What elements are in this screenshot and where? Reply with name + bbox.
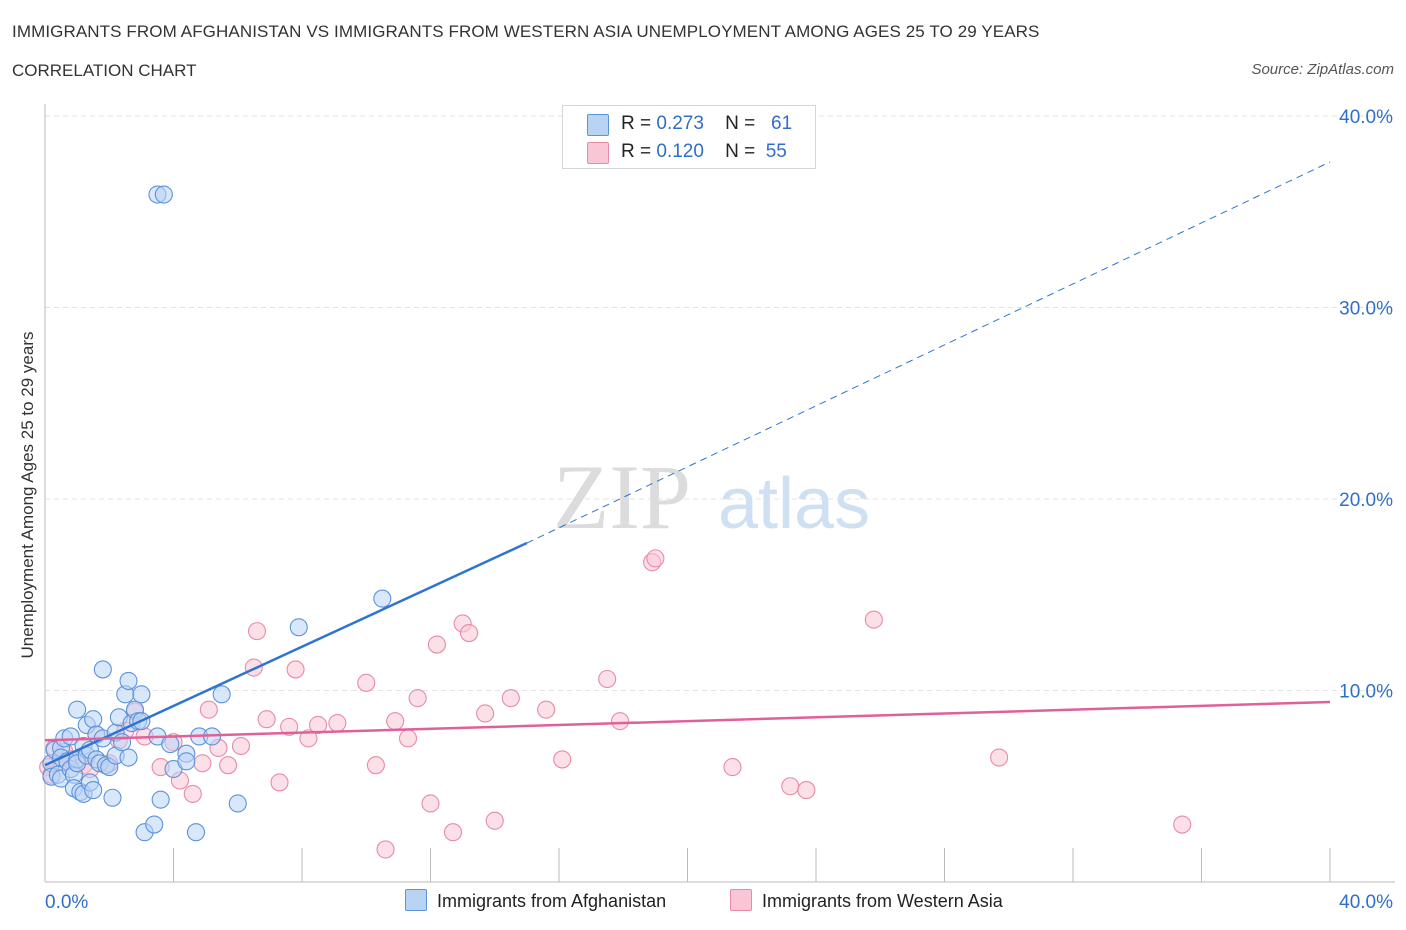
afghanistan-trend-line (44, 541, 528, 767)
western-asia-point (219, 756, 238, 775)
legend-swatch-afghanistan (587, 114, 609, 136)
legend-r-label: R = (621, 113, 652, 134)
western-asia-point (386, 712, 405, 731)
bottom-legend-western-asia: Immigrants from Western Asia (730, 889, 1003, 912)
legend-r-value-western-asia: 0.120 (656, 141, 704, 162)
y-tick-label: 10.0% (1339, 682, 1393, 703)
western-asia-trend-line (44, 700, 1331, 742)
legend-n-label: N = (725, 113, 756, 134)
legend-n-value-western-asia: 55 (765, 141, 787, 162)
x-tick-label-min: 0.0% (45, 892, 88, 913)
western-asia-point (421, 794, 440, 813)
western-asia-point (537, 700, 556, 719)
western-asia-point (781, 777, 800, 796)
western-asia-point (408, 689, 427, 708)
western-asia-point (723, 758, 742, 777)
bottom-legend-swatch-western-asia (730, 889, 752, 911)
correlation-legend: R = 0.273 N = 61 R = 0.120 N = 55 (562, 105, 816, 169)
legend-swatch-western-asia (587, 142, 609, 164)
watermark-atlas: atlas (718, 464, 870, 544)
afghanistan-point (154, 185, 173, 204)
western-asia-point (501, 689, 520, 708)
zipatlas-watermark: ZIP atlas (553, 446, 870, 548)
western-asia-point (270, 773, 289, 792)
afghanistan-point (212, 685, 231, 704)
bottom-legend-label-western-asia: Immigrants from Western Asia (762, 891, 1003, 911)
afghanistan-point (289, 618, 308, 637)
bottom-legend-label-afghanistan: Immigrants from Afghanistan (437, 891, 667, 911)
western-asia-point (193, 754, 212, 773)
bottom-legend-swatch-afghanistan (405, 889, 427, 911)
chart-subtitle: CORRELATION CHART (12, 61, 197, 80)
western-asia-point (309, 715, 328, 735)
western-asia-point (357, 673, 376, 692)
western-asia-point (199, 700, 218, 719)
afghanistan-point (113, 733, 132, 752)
afghanistan-point (103, 788, 122, 807)
afghanistan-point (84, 781, 103, 800)
y-tick-label: 40.0% (1339, 107, 1393, 128)
western-asia-point (299, 729, 318, 748)
western-asia-point (398, 729, 418, 748)
chart-title: IMMIGRANTS FROM AFGHANISTAN VS IMMIGRANT… (12, 22, 1040, 41)
western-asia-point (476, 704, 495, 723)
afghanistan-point (151, 790, 170, 809)
afghanistan-trend-extension (526, 161, 1331, 544)
western-asia-point (366, 756, 385, 775)
legend-n-value-afghanistan: 61 (771, 113, 793, 134)
grid-layer (45, 115, 1395, 691)
afghanistan-point (161, 735, 180, 754)
afghanistan-point (132, 685, 151, 704)
y-tick-label: 30.0% (1339, 299, 1393, 320)
western-asia-point (231, 736, 251, 756)
afghanistan-point (84, 710, 103, 729)
western-asia-point (485, 811, 504, 830)
afghanistan-point (68, 700, 87, 719)
western-asia-point (459, 623, 479, 643)
y-axis-label: Unemployment Among Ages 25 to 29 years (18, 331, 37, 659)
western-asia-point (427, 635, 446, 654)
afghanistan-point (228, 794, 247, 813)
western-asia-point (864, 610, 883, 629)
trend-lines (44, 161, 1331, 767)
afghanistan-points (42, 185, 392, 842)
afghanistan-point (177, 752, 196, 771)
western-asia-point (610, 712, 630, 731)
afghanistan-point (93, 660, 112, 679)
western-asia-point (376, 840, 395, 859)
y-tick-label: 20.0% (1339, 490, 1393, 511)
western-asia-point (443, 823, 463, 842)
watermark-zip: ZIP (553, 446, 691, 548)
western-asia-point (797, 781, 816, 800)
western-asia-point (553, 750, 572, 769)
tick-labels: 10.0% 20.0% 30.0% 40.0% 0.0% 40.0% (45, 107, 1393, 913)
western-asia-point (1173, 815, 1192, 834)
western-asia-point (280, 717, 299, 736)
western-asia-point (328, 714, 347, 733)
afghanistan-point (373, 589, 392, 608)
legend-r-label: R = (621, 141, 652, 162)
western-asia-point (257, 710, 276, 729)
afghanistan-point (145, 815, 164, 834)
legend-n-label: N = (725, 141, 756, 162)
afghanistan-point (119, 671, 138, 690)
legend-r-value-afghanistan: 0.273 (656, 113, 704, 134)
x-tick-label-max: 40.0% (1339, 892, 1393, 913)
western-asia-point (598, 669, 617, 689)
western-asia-point (990, 748, 1009, 767)
western-asia-point (183, 784, 202, 803)
western-asia-point (247, 622, 267, 641)
western-asia-point (646, 549, 665, 568)
axis-layer (44, 104, 1395, 883)
afghanistan-point (186, 823, 206, 842)
western-asia-points (39, 549, 1192, 859)
afghanistan-point (119, 748, 138, 767)
western-asia-point (286, 660, 305, 679)
bottom-legend-afghanistan: Immigrants from Afghanistan (405, 889, 666, 912)
source-note: Source: ZipAtlas.com (1251, 61, 1394, 78)
